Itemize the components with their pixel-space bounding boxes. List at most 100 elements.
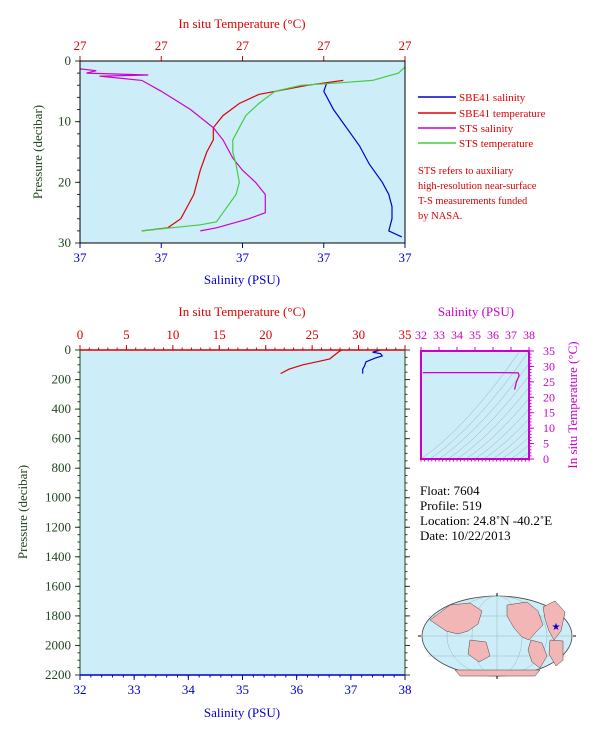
bottom-temperature-ticks: 0 5 10 15 20 25 30 35 bbox=[77, 327, 412, 350]
ts-density-contour bbox=[438, 363, 529, 459]
ts-density-contour bbox=[421, 351, 521, 459]
top-temperature-tick-label: 27 bbox=[155, 38, 169, 53]
ts-temperature-tick-label: 30 bbox=[543, 359, 555, 373]
top-pressure-tick-label: 10 bbox=[58, 114, 71, 129]
ts-salinity-tick-label: 33 bbox=[433, 328, 445, 342]
bottom-pressure-tick-label: 1800 bbox=[45, 608, 71, 623]
ts-temperature-tick-label: 0 bbox=[543, 452, 549, 466]
bottom-pressure-tick-label: 1000 bbox=[45, 490, 71, 505]
bottom-pressure-tick-label: 200 bbox=[52, 372, 72, 387]
float-location-marker: ★ bbox=[552, 622, 561, 633]
bottom-pressure-tick-label: 1200 bbox=[45, 519, 71, 534]
profile-number: Profile: 519 bbox=[420, 498, 482, 513]
top-pressure-axis-label: Pressure (decibar) bbox=[30, 105, 45, 199]
sts-note-line: by NASA. bbox=[418, 211, 462, 222]
ts-temperature-axis-label: In situ Temperature (°C) bbox=[565, 341, 580, 468]
bottom-salinity-tick-label: 35 bbox=[236, 682, 249, 697]
ts-salinity-tick-label: 35 bbox=[469, 328, 481, 342]
ts-curve bbox=[422, 371, 520, 390]
ts-density-contour bbox=[465, 398, 529, 459]
top-plot-frame bbox=[79, 60, 406, 244]
bottom-salinity-ticks: 32 33 34 35 36 37 38 bbox=[74, 675, 412, 697]
ts-temperature-tick-label: 5 bbox=[543, 437, 549, 451]
top-temperature-tick-label: 27 bbox=[399, 38, 413, 53]
legend-label-sbe41-temperature: SBE41 temperature bbox=[459, 108, 546, 120]
bottom-series-sbe41-temperature bbox=[280, 349, 343, 375]
ts-density-contour bbox=[492, 428, 529, 459]
top-series-sbe41-temperature bbox=[141, 79, 344, 232]
top-series-lines bbox=[80, 66, 405, 238]
top-series-sbe41-salinity bbox=[323, 82, 403, 238]
bottom-temperature-axis-label: In situ Temperature (°C) bbox=[178, 304, 305, 319]
top-salinity-axis-label: Salinity (PSU) bbox=[204, 272, 280, 287]
legend-label-sbe41-salinity: SBE41 salinity bbox=[459, 92, 526, 104]
map-edge-ticks bbox=[418, 593, 576, 679]
bottom-salinity-axis-label: Salinity (PSU) bbox=[204, 705, 280, 720]
bottom-pressure-axis-label: Pressure (decibar) bbox=[15, 465, 30, 559]
ts-density-contour bbox=[519, 452, 529, 459]
bottom-pressure-tick-label: 1600 bbox=[45, 578, 71, 593]
bottom-pressure-tick-label: 0 bbox=[65, 342, 72, 357]
top-salinity-tick-label: 37 bbox=[236, 250, 250, 265]
ts-salinity-tick-label: 36 bbox=[487, 328, 499, 342]
bottom-pressure-tick-label: 1400 bbox=[45, 549, 71, 564]
bottom-salinity-tick-label: 37 bbox=[344, 682, 358, 697]
top-plot-area bbox=[80, 61, 405, 243]
top-pressure-tick-label: 20 bbox=[58, 174, 71, 189]
bottom-salinity-tick-label: 38 bbox=[399, 682, 412, 697]
top-series-sts-salinity bbox=[80, 68, 266, 232]
ts-salinity-tick-label: 38 bbox=[523, 328, 535, 342]
bottom-pressure-tick-label: 400 bbox=[52, 401, 72, 416]
top-series-sts-temperature bbox=[141, 66, 405, 232]
top-pressure-tick-labels: 0 10 20 30 bbox=[58, 53, 80, 250]
sts-note-line: high-resolution near-surface bbox=[418, 181, 537, 192]
bottom-pressure-tick-label: 800 bbox=[52, 460, 72, 475]
bottom-salinity-tick-label: 33 bbox=[128, 682, 141, 697]
ts-salinity-tick-label: 32 bbox=[415, 328, 427, 342]
float-id: Float: 7604 bbox=[420, 483, 480, 498]
top-salinity-tick-label: 37 bbox=[399, 250, 413, 265]
top-temperature-tick-labels: 27 27 27 27 27 bbox=[74, 38, 413, 61]
ts-density-contour bbox=[483, 418, 529, 459]
bottom-series-sbe41-salinity bbox=[362, 349, 384, 374]
bottom-temperature-tick-label: 15 bbox=[213, 327, 226, 342]
ts-density-contour bbox=[447, 375, 529, 459]
ts-temperature-tick-label: 15 bbox=[543, 406, 555, 420]
bottom-plot-area bbox=[80, 350, 405, 675]
bottom-temperature-tick-label: 25 bbox=[306, 327, 319, 342]
bottom-pressure-tick-label: 2000 bbox=[45, 637, 71, 652]
top-pressure-tick-label: 0 bbox=[65, 53, 72, 68]
sts-note: STS refers to auxiliary high-resolution … bbox=[418, 166, 537, 222]
bottom-temperature-tick-label: 35 bbox=[399, 327, 412, 342]
top-salinity-tick-label: 37 bbox=[155, 250, 169, 265]
location-map: ★ bbox=[418, 593, 576, 679]
profile-date: Date: 10/22/2013 bbox=[420, 528, 511, 543]
bottom-salinity-tick-label: 36 bbox=[290, 682, 304, 697]
ts-temperature-tick-label: 35 bbox=[543, 344, 555, 358]
ts-salinity-tick-label: 37 bbox=[505, 328, 517, 342]
top-pressure-tick-label: 30 bbox=[58, 235, 71, 250]
top-temperature-tick-label: 27 bbox=[74, 38, 88, 53]
top-temperature-axis-label: In situ Temperature (°C) bbox=[178, 16, 305, 31]
sts-note-line: STS refers to auxiliary bbox=[418, 166, 514, 177]
bottom-series-lines bbox=[280, 349, 384, 375]
bottom-pressure-tick-label: 600 bbox=[52, 431, 72, 446]
top-panel: In situ Temperature (°C) 27 27 27 27 27 37 37… bbox=[30, 16, 412, 287]
ts-temperature-tick-label: 10 bbox=[543, 421, 555, 435]
bottom-temperature-tick-label: 20 bbox=[259, 327, 272, 342]
top-salinity-tick-label: 37 bbox=[74, 250, 88, 265]
bottom-temperature-tick-label: 30 bbox=[352, 327, 365, 342]
ts-salinity-tick-label: 34 bbox=[451, 328, 463, 342]
legend-label-sts-salinity: STS salinity bbox=[459, 123, 514, 135]
ts-density-contour bbox=[474, 408, 529, 459]
map-land bbox=[429, 600, 566, 677]
ts-density-contours bbox=[421, 351, 529, 459]
ts-series-line bbox=[422, 371, 520, 390]
top-salinity-tick-labels: 37 37 37 37 37 bbox=[74, 243, 413, 265]
bottom-pressure-tick-label: 2200 bbox=[45, 667, 71, 682]
float-info: Float: 7604 Profile: 519 Location: 24.8˚… bbox=[420, 483, 552, 543]
ts-density-contour bbox=[501, 436, 529, 459]
legend-label-sts-temperature: STS temperature bbox=[459, 138, 533, 150]
